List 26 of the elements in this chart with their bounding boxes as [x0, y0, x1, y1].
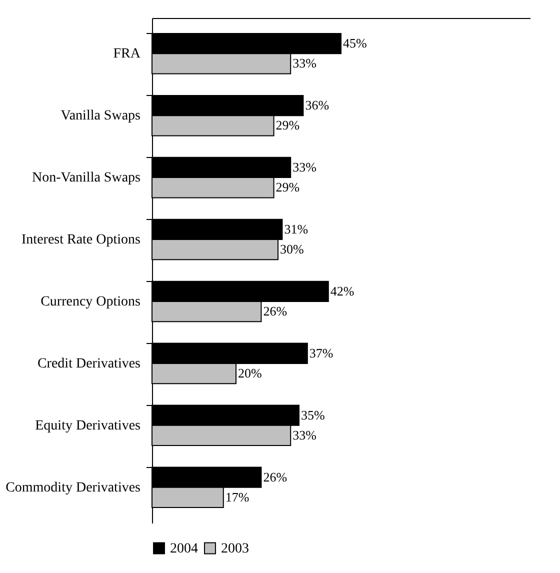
data-label: 31% — [284, 221, 308, 236]
y-tick-label: Currency Options — [40, 294, 140, 310]
y-tick-label: Commodity Derivatives — [6, 480, 140, 496]
legend-label: 2003 — [221, 541, 249, 556]
data-label: 33% — [292, 56, 317, 71]
y-tick-label: Equity Derivatives — [35, 418, 140, 434]
data-label: 45% — [343, 36, 367, 51]
y-tick-label: Credit Derivatives — [37, 356, 140, 372]
y-tick-label: FRA — [113, 46, 142, 62]
data-label: 17% — [225, 489, 250, 504]
data-label: 33% — [292, 159, 317, 174]
data-label: 30% — [280, 242, 304, 257]
data-label: 29% — [276, 180, 300, 195]
y-tick-label: Vanilla Swaps — [60, 108, 140, 124]
data-label: 35% — [301, 407, 325, 422]
legend-label: 2004 — [170, 541, 198, 556]
y-tick-label: Non-Vanilla Swaps — [32, 170, 140, 186]
data-label: 20% — [238, 366, 262, 381]
data-label: 29% — [276, 118, 300, 133]
data-label: 42% — [330, 283, 354, 298]
data-label: 37% — [309, 345, 334, 360]
y-tick-label: Interest Rate Options — [22, 232, 140, 248]
data-label: 26% — [263, 469, 288, 484]
data-label: 36% — [305, 98, 330, 113]
data-label: 26% — [263, 304, 288, 319]
data-label: 33% — [292, 427, 317, 442]
